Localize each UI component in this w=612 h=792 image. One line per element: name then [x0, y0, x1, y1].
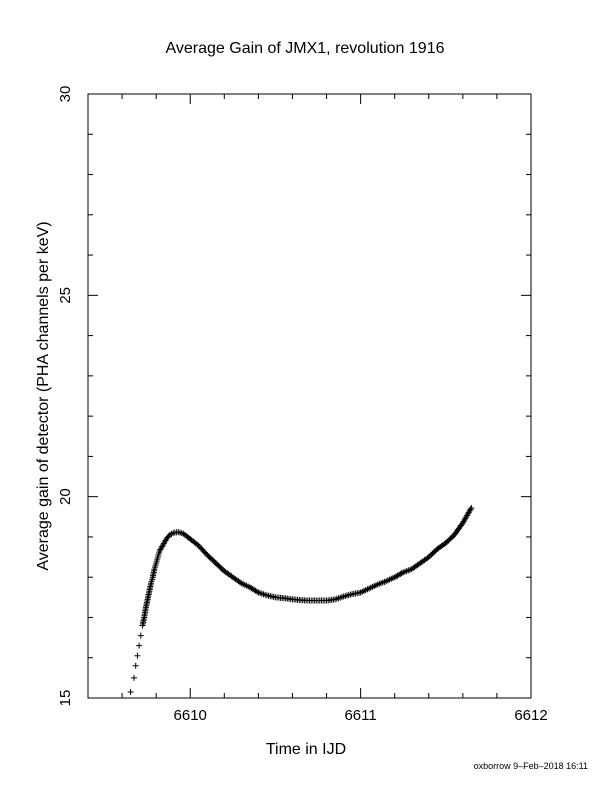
- data-point: [468, 504, 475, 511]
- x-tick-label: 6612: [514, 707, 547, 724]
- data-point: [132, 662, 139, 669]
- data-point: [134, 652, 141, 659]
- footer-credit: oxborrow 9–Feb–2018 16:11: [474, 761, 588, 771]
- data-point: [467, 506, 474, 513]
- data-point: [236, 579, 243, 586]
- y-tick-label: 15: [57, 690, 74, 707]
- x-tick-label: 6610: [174, 707, 207, 724]
- y-axis-label: Average gain of detector (PHA channels p…: [35, 221, 52, 570]
- x-tick-label: 6611: [344, 707, 376, 724]
- y-tick-label: 25: [57, 287, 74, 304]
- tick-labels: 6610 6611 6612 15 20 25 30: [57, 86, 548, 724]
- x-axis-label: Time in IJD: [266, 741, 346, 758]
- ticks: [87, 93, 532, 699]
- y-tick-label: 20: [57, 488, 74, 505]
- data-point: [127, 688, 134, 695]
- data-point: [131, 674, 138, 681]
- axes: [87, 93, 532, 699]
- data-point: [136, 642, 143, 649]
- data-point: [137, 632, 144, 639]
- chart-title: Average Gain of JMX1, revolution 1916: [166, 40, 445, 57]
- data-point: [398, 570, 405, 577]
- data-points: [127, 504, 475, 695]
- y-tick-label: 30: [57, 86, 74, 103]
- plot-frame: [87, 93, 532, 699]
- data-point: [253, 588, 260, 595]
